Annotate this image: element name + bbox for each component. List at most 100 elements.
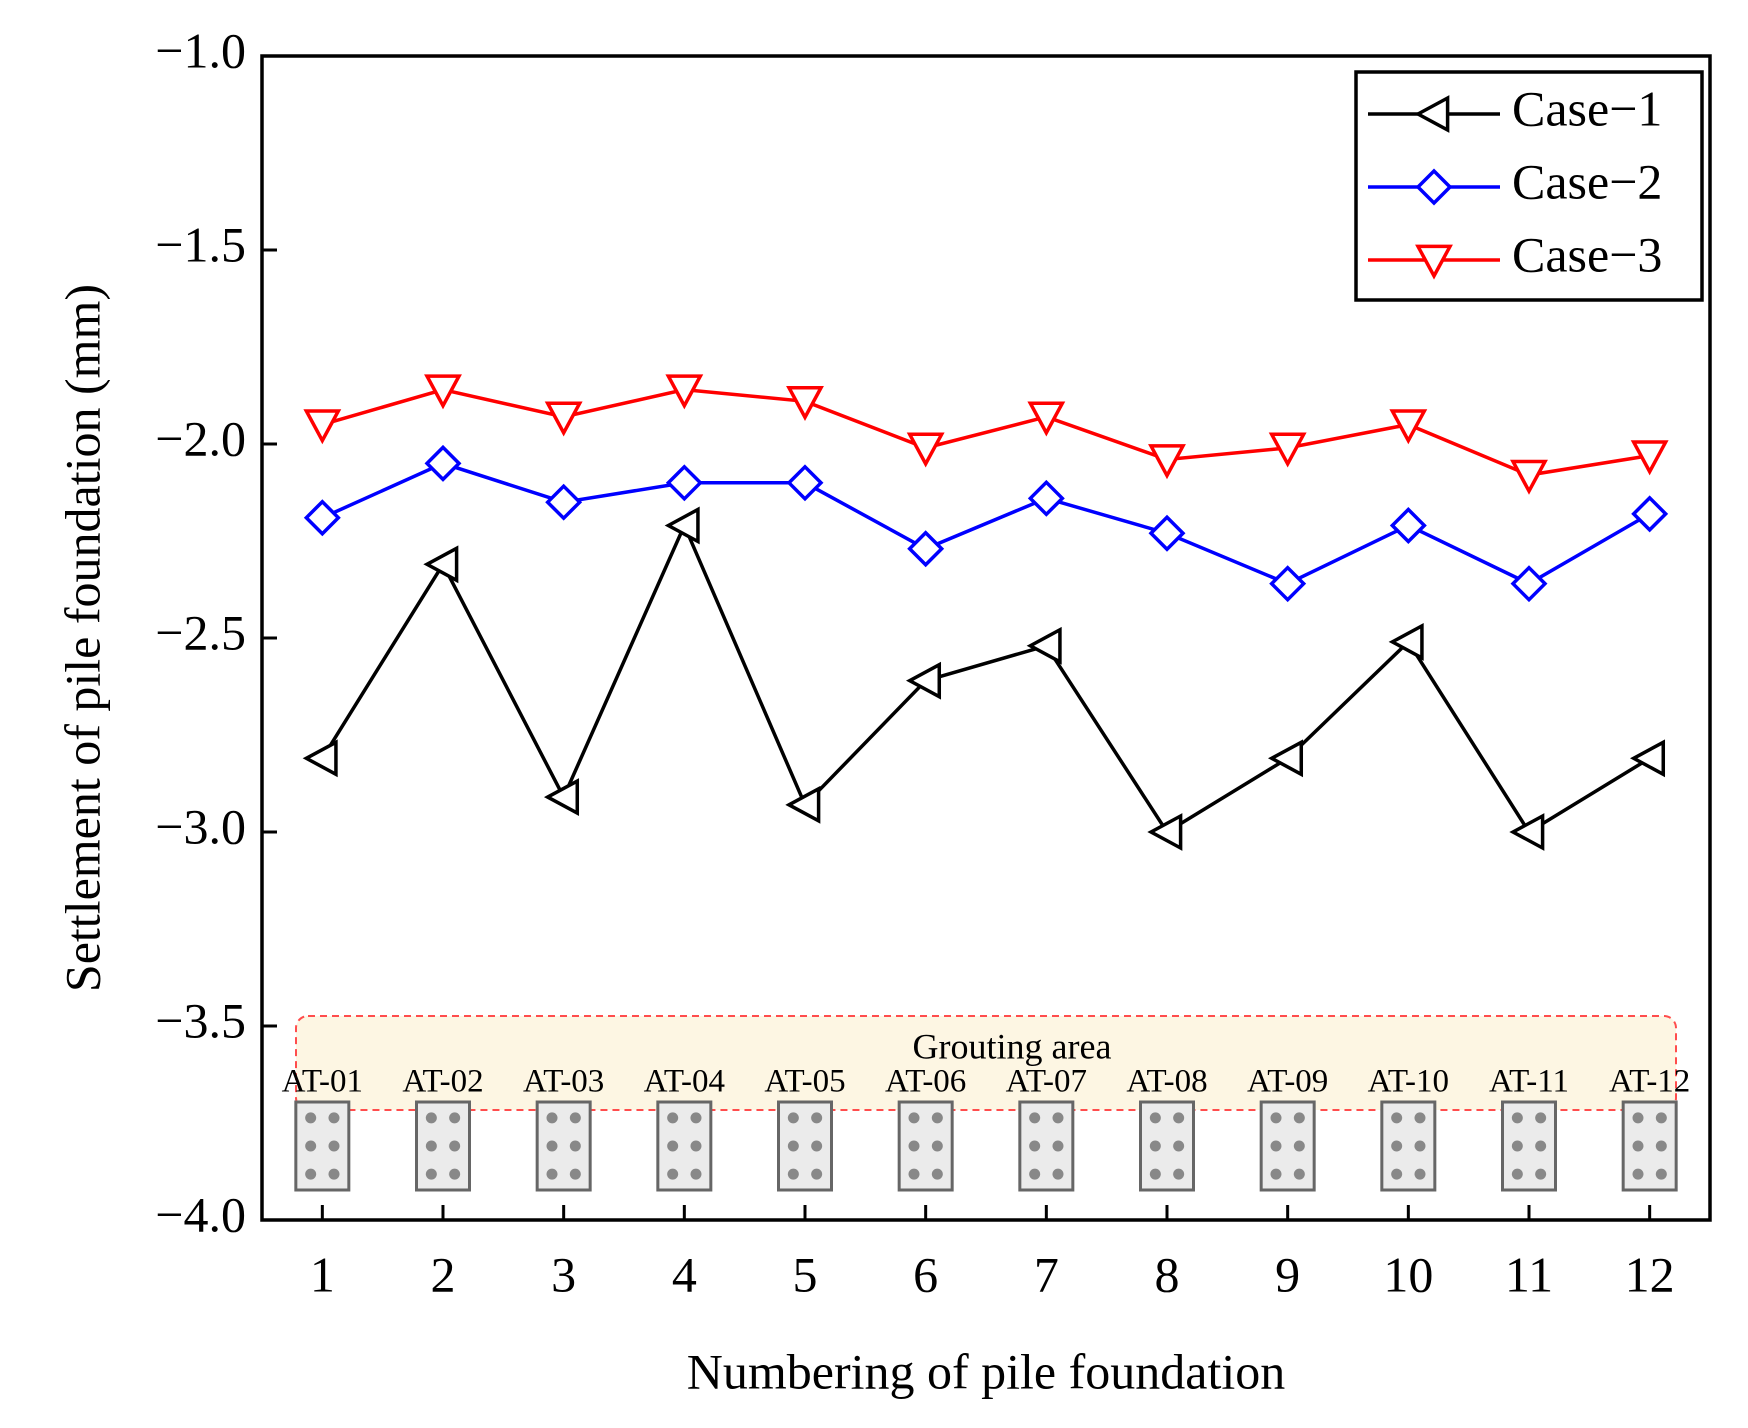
series-1-point-7 [1026,626,1062,665]
pile-dot [1149,1112,1161,1124]
pile-dot [569,1112,581,1124]
pile-dot [449,1140,461,1152]
y-tick-label: −3.5 [155,992,246,1048]
series-1 [302,506,1666,851]
pile-dot [811,1140,823,1152]
pile-dot [1029,1168,1041,1180]
series-2-point-6 [907,530,945,568]
x-tick-label: 8 [1155,1246,1180,1302]
series-3-point-6 [906,432,945,468]
series-3-point-3 [544,401,583,437]
pile-label-1: AT-01 [282,1064,363,1100]
grouting-area-label: Grouting area [913,1026,1112,1066]
legend-label-3: Case−3 [1512,226,1662,282]
legend-marker-1 [1414,95,1450,133]
pile-dot [425,1168,437,1180]
series-3-point-8 [1148,444,1186,480]
series-1-point-10 [1388,622,1424,661]
series-2-point-12 [1631,495,1669,533]
pile-label-6: AT-06 [885,1064,966,1100]
pile-dot [667,1168,679,1180]
pile-dot [1052,1168,1064,1180]
pile-dot [667,1140,679,1152]
series-3-point-11 [1510,459,1548,495]
series-2-point-4 [665,464,703,502]
pile-dot [931,1112,943,1124]
series-3-point-1 [303,409,342,445]
pile-dot [690,1168,702,1180]
pile-foundation-3 [535,1100,592,1192]
series-3 [303,374,1669,495]
series-3-point-4 [665,374,704,410]
x-tick-label: 3 [551,1246,576,1302]
pile-foundation-7 [1018,1100,1075,1192]
pile-dot [1391,1168,1403,1180]
pile-dot [546,1168,558,1180]
series-3-point-7 [1027,401,1066,437]
x-axis-label: Numbering of pile foundation [687,1343,1286,1399]
axis-layer: −1.0−1.5−2.0−2.5−3.0−3.5−4.01 2 3 4 5 6 7 8 9 10 1… [54,22,1712,1399]
x-tick-label: 10 [1383,1246,1433,1302]
series-3-point-2 [424,374,462,410]
legend-label-2: Case−2 [1512,153,1662,209]
pile-dot [1632,1112,1644,1124]
pile-dot [1173,1112,1185,1124]
pile-block [1259,1100,1316,1192]
pile-foundation-4 [656,1100,713,1192]
pile-dot [931,1140,943,1152]
y-tick-label: −1.0 [155,22,246,78]
pile-dot [1270,1168,1282,1180]
pile-dot [690,1112,702,1124]
pile-dot [908,1140,920,1152]
pile-dot [1391,1112,1403,1124]
pile-dot [787,1112,799,1124]
y-tick-label: −4.0 [155,1186,246,1242]
pile-dot [1511,1140,1523,1152]
pile-dot [1655,1168,1667,1180]
pile-dot [449,1112,461,1124]
grouting-area-box [295,1015,1677,1111]
pile-block [1139,1100,1195,1192]
pile-dot [787,1168,799,1180]
pile-dot [1293,1140,1305,1152]
pile-dot [1052,1112,1064,1124]
pile-foundation-8 [1139,1100,1195,1192]
series-1-point-1 [302,739,338,778]
x-tick-label: 6 [913,1246,938,1302]
pile-dot [811,1112,823,1124]
pile-dot [1414,1140,1426,1152]
series-3-point-9 [1268,432,1307,468]
pile-block [897,1100,954,1192]
pile-block [415,1100,471,1192]
pile-label-4: AT-04 [644,1064,725,1100]
series-1-point-11 [1509,813,1545,851]
series-2-point-9 [1269,565,1307,603]
pile-dot [787,1140,799,1152]
series-1-point-3 [543,778,580,817]
series-3-point-12 [1630,440,1669,476]
pile-foundation-11 [1501,1100,1557,1192]
pile-dot [1173,1140,1185,1152]
series-2-point-7 [1027,479,1065,517]
pile-dot [449,1168,461,1180]
pile-dot [328,1140,340,1152]
pile-foundation-10 [1380,1100,1437,1192]
series-2-point-1 [303,499,341,537]
series-line-1 [320,521,1651,835]
pile-foundation-2 [415,1100,471,1192]
series-1-point-2 [423,545,459,584]
pile-label-7: AT-07 [1006,1064,1087,1100]
series-2-point-5 [786,464,824,502]
pile-dot [328,1112,340,1124]
y-tick-label: −2.0 [155,410,246,466]
pile-dot [425,1140,437,1152]
pile-dot [1029,1112,1041,1124]
pile-label-11: AT-11 [1489,1064,1569,1100]
pile-dot [1511,1112,1523,1124]
pile-dot [569,1140,581,1152]
pile-dot [667,1112,679,1124]
pile-label-2: AT-02 [402,1064,483,1100]
pile-dot [1535,1168,1547,1180]
x-tick-label: 1 [310,1246,335,1302]
